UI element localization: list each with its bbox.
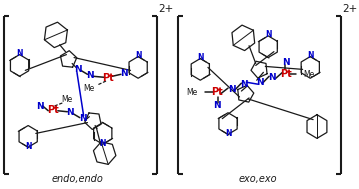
Text: Me: Me [304,70,315,79]
Text: Pt: Pt [211,87,223,97]
Text: N: N [74,65,82,74]
Text: Me: Me [84,84,95,93]
Text: N: N [225,129,231,138]
Text: Me: Me [61,95,72,104]
Text: 2+: 2+ [158,4,173,14]
Text: N: N [87,71,94,80]
Text: N: N [135,51,141,60]
Text: N: N [265,30,271,39]
Text: N: N [241,80,248,89]
Text: N: N [16,49,23,58]
Text: 2+: 2+ [342,4,357,14]
Text: N: N [25,142,32,151]
Text: N: N [66,108,74,117]
Text: N: N [307,51,313,60]
Text: exo,exo: exo,exo [238,174,277,184]
Text: N: N [213,101,220,110]
Text: Pt: Pt [103,73,115,83]
Text: N: N [79,114,87,123]
Text: Pt: Pt [47,105,59,115]
Text: N: N [36,102,43,111]
Text: N: N [120,69,127,78]
Text: Me: Me [186,88,197,97]
Text: N: N [256,78,264,87]
Text: Pt: Pt [280,69,292,79]
Text: N: N [197,53,204,62]
Text: N: N [283,58,290,67]
Text: N: N [99,139,106,148]
Text: N: N [228,85,236,94]
Text: endo,endo: endo,endo [52,174,104,184]
Text: N: N [268,73,276,82]
